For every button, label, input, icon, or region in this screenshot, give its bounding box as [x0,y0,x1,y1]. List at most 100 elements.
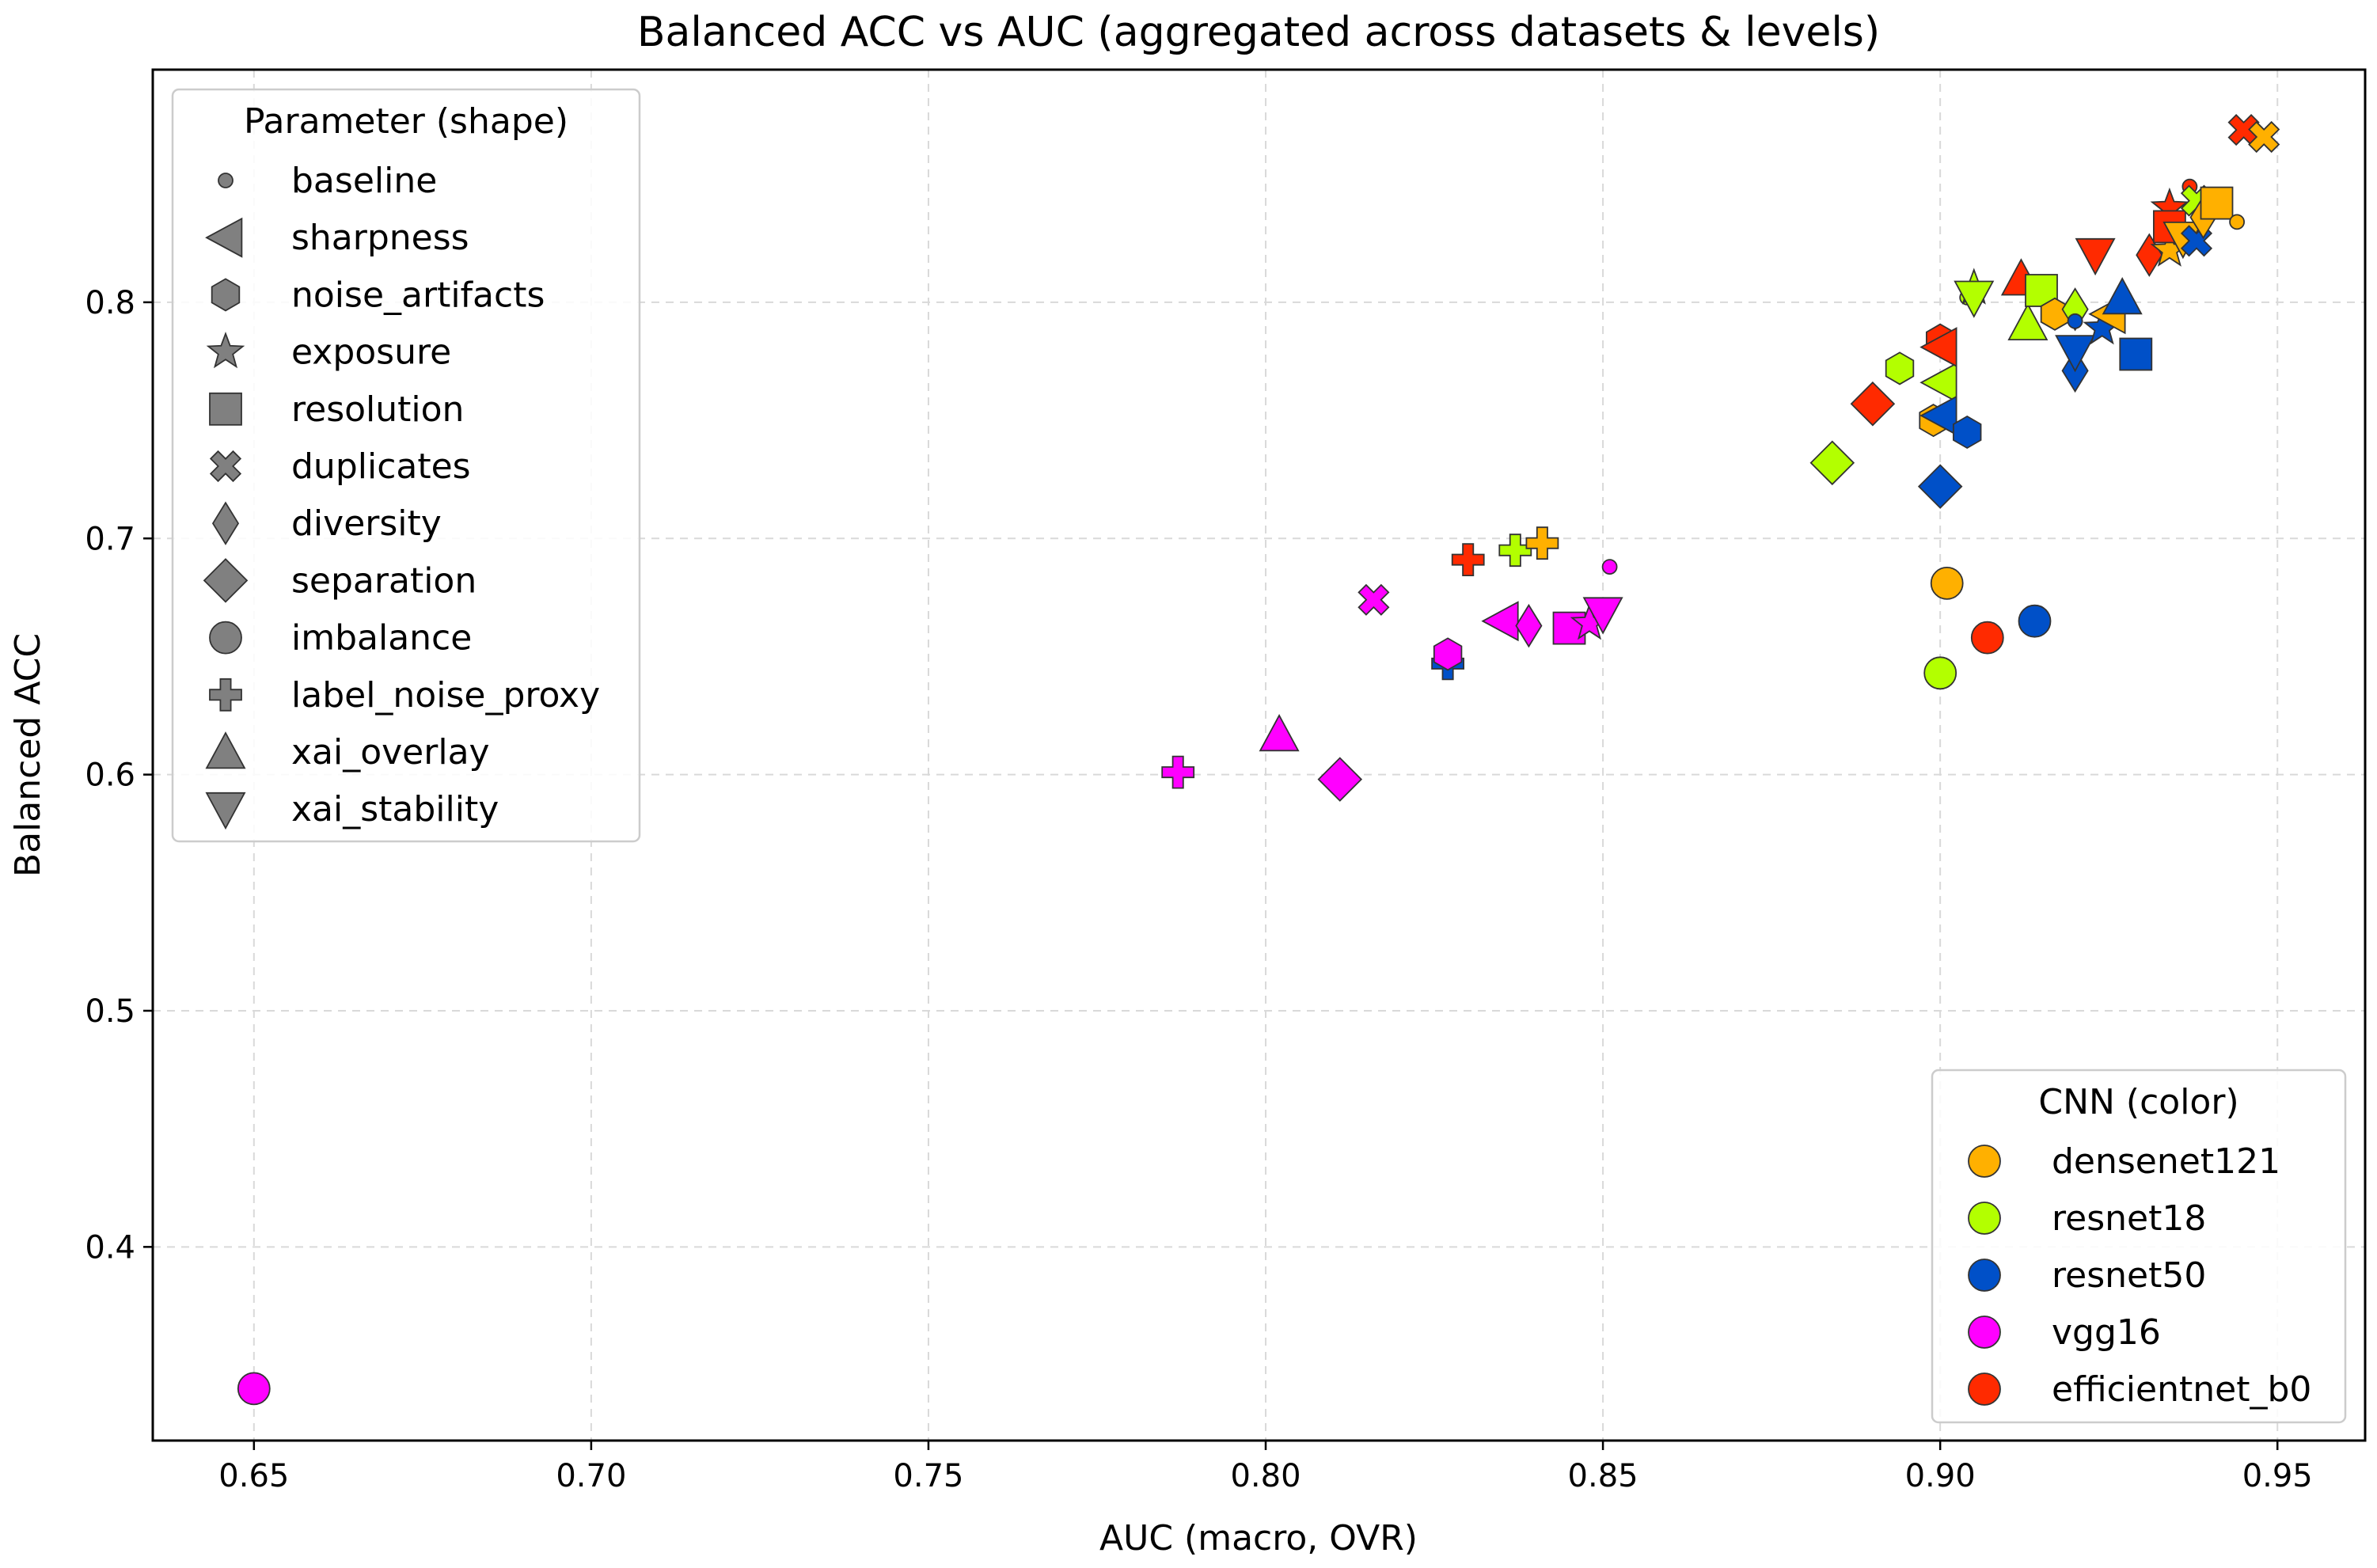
y-tick-label: 0.5 [85,993,135,1030]
point-marker [2119,337,2153,371]
color-legend-label: resnet18 [2052,1198,2206,1239]
shape-legend-marker-sharpness [205,217,243,258]
data-points [237,114,2280,1406]
legend-shape-marker [205,217,243,258]
point-resnet50-imbalance [2018,604,2052,638]
point-marker [1970,621,2004,655]
point-resnet18-noise_artifacts [1885,351,1915,385]
chart-title: Balanced ACC vs AUC (aggregated across d… [637,9,1880,56]
point-marker [2102,277,2143,315]
point-efficientnet_b0-separation [1850,381,1896,427]
shape-legend-marker-baseline [218,173,234,188]
point-marker [2007,302,2049,341]
y-tick-label: 0.4 [85,1229,135,1266]
color-legend-swatch-resnet50 [1968,1259,2001,1292]
point-marker [1930,567,1964,600]
x-tick-label: 0.85 [1568,1458,1638,1494]
y-axis-label: Balanced ACC [8,633,48,877]
point-resnet18-resolution [2025,274,2058,307]
shape-legend-frame [171,88,641,843]
legend-shape-marker [206,332,245,369]
shape-legend-marker-imbalance [209,621,242,655]
color-legend-frame [1931,1069,2347,1424]
shape-legend-label: noise_artifacts [291,275,545,315]
color-legend-label: densenet121 [2052,1141,2280,1182]
point-resnet18-sharpness [1919,362,1957,403]
point-vgg16-xai_stability [1582,597,1623,635]
legend-shape-marker [209,678,242,712]
shape-legend-label: diversity [291,503,442,544]
legend-shape-marker [211,278,241,312]
point-vgg16-imbalance [237,1372,271,1406]
point-marker [1259,714,1300,752]
shape-legend-label: xai_stability [291,789,499,830]
point-resnet18-imbalance [1923,656,1957,690]
shape-legend-marker-duplicates [209,450,242,483]
shape-legend-label: xai_overlay [291,732,490,773]
point-marker [1923,656,1957,690]
point-marker [1809,440,1855,486]
point-marker [1357,583,1390,616]
legend-shape-marker [209,450,242,483]
point-resnet50-resolution [2119,337,2153,371]
color-legend-title: CNN (color) [2038,1082,2238,1122]
point-marker [1919,362,1957,403]
color-legend: CNN (color) densenet121 resnet18 resnet50 v… [1931,1069,2347,1424]
point-resnet18-xai_overlay [2007,302,2049,341]
shape-legend-marker-label_noise_proxy [209,678,242,712]
shape-legend-label: imbalance [291,618,472,659]
point-densenet121-duplicates [2248,120,2280,154]
legend-shape-marker [218,173,234,188]
color-legend-swatch-resnet18 [1968,1202,2001,1235]
shape-legend-label: sharpness [291,218,469,258]
point-marker [1952,415,1982,450]
shape-legend-label: label_noise_proxy [291,675,600,716]
y-tick-label: 0.6 [85,757,135,794]
point-efficientnet_b0-sharpness [1919,327,1957,368]
shape-legend-marker-exposure [206,332,245,369]
point-marker [1451,543,1485,576]
y-tick-label: 0.7 [85,521,135,557]
shape-legend-marker-diversity [211,501,240,545]
color-legend-label: resnet50 [2052,1255,2206,1296]
shape-legend-marker-resolution [209,392,242,426]
point-vgg16-xai_overlay [1259,714,1300,752]
point-vgg16-baseline [1601,559,1618,575]
color-legend-label: vgg16 [2052,1312,2161,1353]
point-marker [1917,464,1963,509]
point-resnet18-separation [1809,440,1855,486]
point-marker [2229,214,2246,230]
axis-ticks: 0.65 0.70 0.75 0.80 0.85 0.90 0.95 0.4 0.5 0.6 0.7… [85,285,2312,1494]
x-tick-label: 0.75 [893,1458,963,1494]
point-marker [2067,313,2083,329]
shape-legend-label: baseline [291,161,437,201]
point-efficientnet_b0-imbalance [1970,621,2004,655]
shape-legend-label: duplicates [291,446,471,487]
point-resnet50-noise_artifacts [1952,415,1982,450]
legend-shape-marker [209,392,242,426]
point-resnet50-baseline [2067,313,2083,329]
point-densenet121-noise_artifacts [2040,297,2070,331]
point-marker [2248,120,2280,154]
y-tick-label: 0.8 [85,285,135,321]
legend-shape-marker [209,621,242,655]
point-vgg16-duplicates [1357,583,1390,616]
point-marker [1954,280,1995,318]
point-vgg16-noise_artifacts [1433,637,1463,671]
point-densenet121-label_noise_proxy [1525,526,1559,560]
point-marker [2075,237,2116,276]
point-marker [1525,526,1559,560]
point-marker [1582,597,1623,635]
shape-legend-label: exposure [291,332,451,373]
color-legend-label: efficientnet_b0 [2052,1369,2311,1410]
shape-legend: Parameter (shape) baseline sharpness noise… [171,88,641,843]
point-marker [1481,601,1519,642]
point-marker [1515,603,1543,648]
shape-legend-marker-noise_artifacts [211,278,241,312]
x-tick-label: 0.65 [218,1458,289,1494]
point-vgg16-separation [1317,757,1363,802]
point-marker [1850,381,1896,427]
point-marker [2040,297,2070,331]
point-marker [2200,186,2234,220]
